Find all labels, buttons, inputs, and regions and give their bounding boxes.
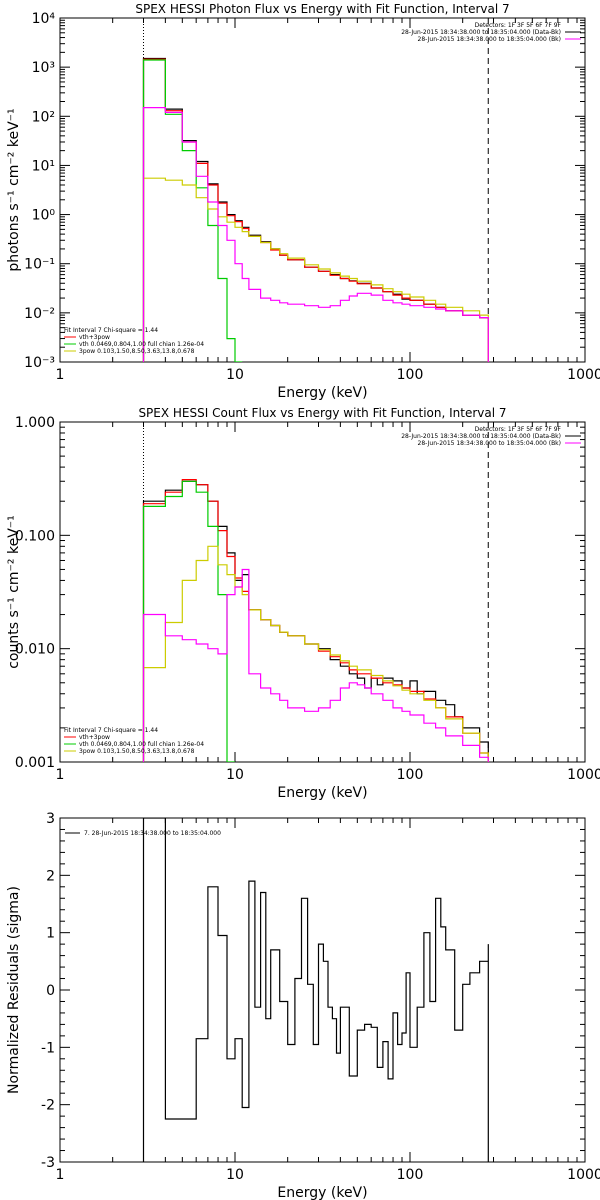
legend-left-text: Fit Interval 7 Chi-square = 1.44 bbox=[64, 327, 158, 334]
series-line-data-bk bbox=[142, 480, 489, 762]
legend-text: 7. 28-Jun-2015 18:34:38.000 to 18:35:04.… bbox=[84, 830, 221, 837]
y-tick-label: -3 bbox=[41, 1155, 55, 1171]
y-tick-label: 10¹ bbox=[32, 158, 55, 174]
y-tick-label: 1 bbox=[46, 926, 55, 942]
series-line-data-bk bbox=[142, 57, 489, 362]
x-tick-label: 100 bbox=[397, 767, 424, 783]
x-axis-label: Energy (keV) bbox=[277, 385, 367, 401]
series-line-vth-3pow bbox=[142, 479, 489, 762]
y-tick-label: 10² bbox=[32, 109, 55, 125]
series-line-bk bbox=[142, 107, 489, 362]
residuals-panel: 1 10 100 1000 Energy (keV) -3 -2 -1 0 1 2 3 Normaliz… bbox=[6, 811, 600, 1200]
legend-right-text: 28-Jun-2015 18:34:38.000 to 18:35:04.000… bbox=[401, 433, 561, 440]
series-group bbox=[142, 57, 489, 362]
legend-left-text: vth 0.0469,0.804,1.00 full chian 1.26e-0… bbox=[79, 341, 204, 348]
chart-title: SPEX HESSI Count Flux vs Energy with Fit… bbox=[138, 406, 506, 420]
legend-left-text: vth 0.0469,0.804,1.00 full chian 1.26e-0… bbox=[79, 741, 204, 748]
plot-frame bbox=[59, 817, 586, 1163]
legend-right-text: 28-Jun-2015 18:34:38.000 to 18:35:04.000… bbox=[418, 440, 561, 447]
series-line-3pow bbox=[142, 545, 489, 762]
y-axis-label: counts s⁻¹ cm⁻² keV⁻¹ bbox=[6, 515, 22, 669]
x-tick-label: 1000 bbox=[567, 367, 600, 383]
legend-left-text: vth+3pow bbox=[79, 734, 110, 741]
y-tick-label: 2 bbox=[46, 868, 55, 884]
y-tick-label: 10³ bbox=[32, 60, 55, 76]
x-tick-label: 10 bbox=[226, 767, 244, 783]
x-tick-label: 10 bbox=[226, 367, 244, 383]
y-tick-label: 10⁻² bbox=[24, 306, 55, 322]
x-tick-label: 1 bbox=[56, 367, 65, 383]
y-axis-label: photons s⁻¹ cm⁻² keV⁻¹ bbox=[6, 108, 22, 271]
series-line-bk bbox=[142, 568, 489, 762]
x-tick-label: 100 bbox=[397, 1167, 424, 1183]
plot-frame bbox=[59, 421, 586, 763]
legend-right-text: Detectors: 1F 3F 5F 6F 7F 9F bbox=[475, 22, 562, 29]
x-tick-label: 1000 bbox=[567, 1167, 600, 1183]
series-line-3pow bbox=[142, 177, 489, 362]
y-tick-label: 10⁻³ bbox=[24, 355, 55, 371]
plot-frame bbox=[59, 17, 586, 363]
series-line-7-28-jun-2015-18-34-38-000-to-18-35-04-000 bbox=[142, 818, 489, 1162]
legend-right-text: 28-Jun-2015 18:34:38.000 to 18:35:04.000… bbox=[418, 36, 561, 43]
series-group bbox=[142, 818, 489, 1162]
y-tick-label: 0 bbox=[46, 983, 55, 999]
x-tick-label: 1 bbox=[56, 1167, 65, 1183]
photon-flux-panel: SPEX HESSI Photon Flux vs Energy with Fi… bbox=[6, 2, 600, 401]
y-tick-label: 1.000 bbox=[15, 415, 55, 431]
legend-right-text: 28-Jun-2015 18:34:38.000 to 18:35:04.000… bbox=[401, 29, 561, 36]
x-tick-label: 10 bbox=[226, 1167, 244, 1183]
legend-left-text: vth+3pow bbox=[79, 334, 110, 341]
y-tick-label: 0.100 bbox=[15, 528, 55, 544]
y-tick-label: 0.010 bbox=[15, 642, 55, 658]
legend-left-text: Fit Interval 7 Chi-square = 1.44 bbox=[64, 727, 158, 734]
legend-left-text: 3pow 0.103,1.50,8.50,3.63,13.8,0.678 bbox=[79, 348, 195, 355]
series-line-vth bbox=[142, 480, 235, 762]
x-tick-label: 1 bbox=[56, 767, 65, 783]
y-tick-label: 10⁴ bbox=[32, 11, 56, 27]
x-tick-label: 1000 bbox=[567, 767, 600, 783]
chart-title: SPEX HESSI Photon Flux vs Energy with Fi… bbox=[135, 2, 509, 16]
count-flux-panel: SPEX HESSI Count Flux vs Energy with Fit… bbox=[6, 406, 600, 801]
series-line-vth-3pow bbox=[142, 58, 489, 362]
y-tick-label: 10⁻¹ bbox=[24, 257, 55, 273]
series-group bbox=[142, 479, 489, 762]
y-tick-label: 10⁰ bbox=[32, 208, 56, 224]
y-tick-label: 3 bbox=[46, 811, 55, 827]
x-axis-label: Energy (keV) bbox=[277, 785, 367, 801]
legend-right-text: Detectors: 1F 3F 5F 6F 7F 9F bbox=[475, 426, 562, 433]
y-axis-label: Normalized Residuals (sigma) bbox=[6, 886, 22, 1094]
legend-left-text: 3pow 0.103,1.50,8.50,3.63,13.8,0.678 bbox=[79, 748, 195, 755]
y-tick-label: -1 bbox=[41, 1040, 55, 1056]
x-tick-label: 100 bbox=[397, 367, 424, 383]
y-tick-label: 0.001 bbox=[15, 755, 55, 771]
y-tick-label: -2 bbox=[41, 1098, 55, 1114]
x-axis-label: Energy (keV) bbox=[277, 1185, 367, 1200]
